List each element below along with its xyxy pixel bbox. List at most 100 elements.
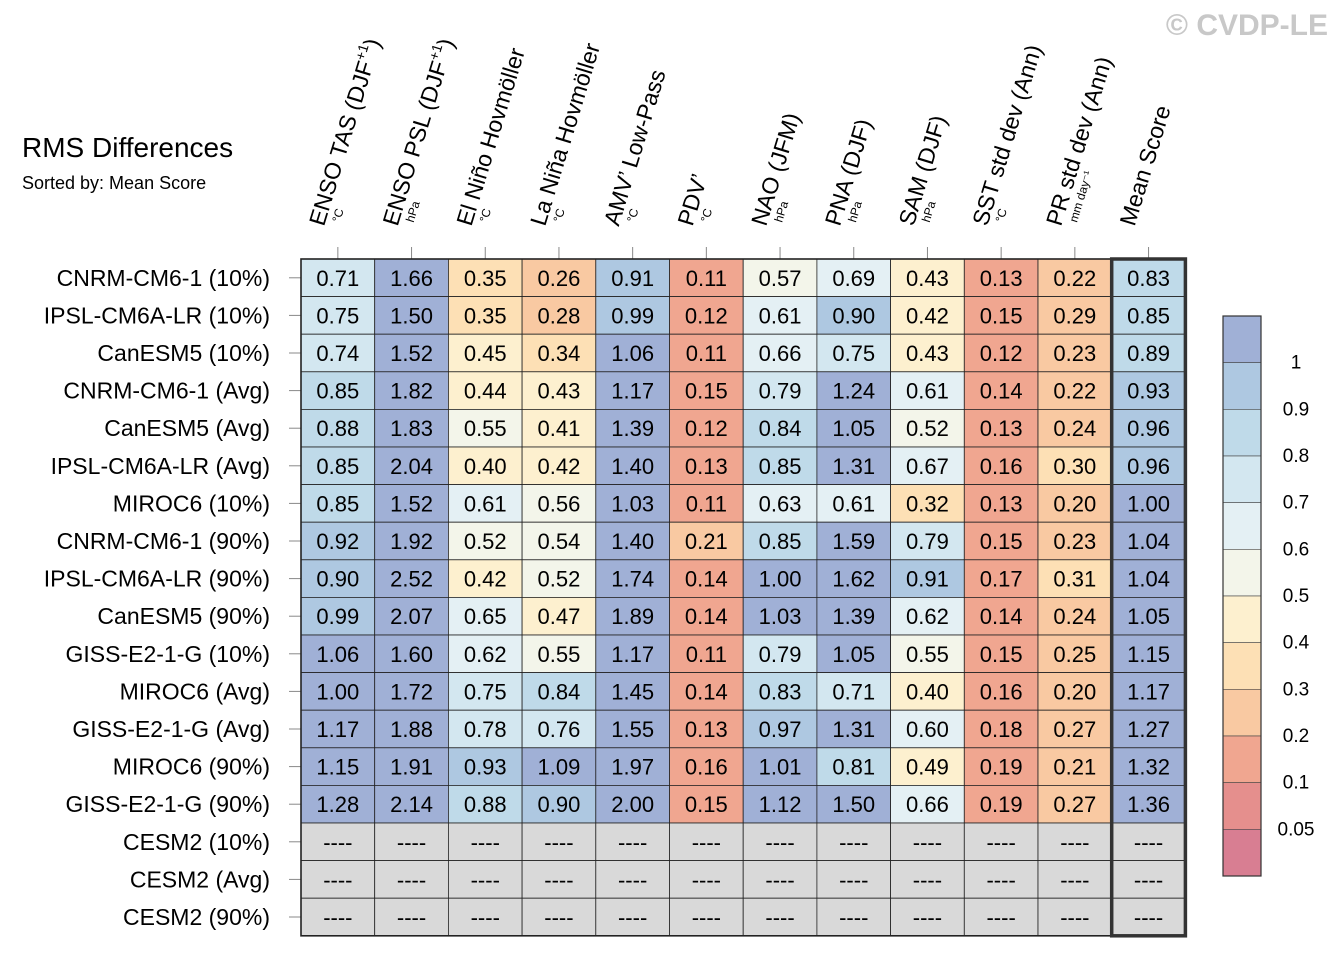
cell-value: 0.40 xyxy=(906,679,949,704)
heatmap-cell xyxy=(963,634,1039,673)
cell-value: ---- xyxy=(397,905,426,930)
cell-value: 1.28 xyxy=(316,792,359,817)
row-label: GISS-E2-1-G (Avg) xyxy=(72,716,270,742)
heatmap-cell xyxy=(669,521,744,561)
cell-value: 1.62 xyxy=(832,567,875,592)
cell-value: 0.14 xyxy=(685,679,728,704)
heatmap-cell xyxy=(816,446,892,485)
heatmap-cell xyxy=(890,371,965,410)
cell-value: 1.04 xyxy=(1127,567,1170,592)
cell-value: 1.31 xyxy=(832,454,875,479)
heatmap-cell xyxy=(521,597,597,636)
row-label: CNRM-CM6-1 (10%) xyxy=(57,265,270,291)
heatmap-cell xyxy=(1037,446,1113,485)
colorbar-segment xyxy=(1222,642,1262,690)
row-label: MIROC6 (Avg) xyxy=(120,678,270,704)
colorbar-segment xyxy=(1222,689,1262,737)
cell-value: 0.13 xyxy=(980,266,1023,291)
column-label: La Niña Hovmöller xyxy=(525,40,605,229)
cell-value: 0.63 xyxy=(759,491,802,516)
cell-value: 0.11 xyxy=(686,642,727,667)
heatmap-cell xyxy=(374,897,449,937)
cell-value: 0.61 xyxy=(464,491,507,516)
cell-value: 0.52 xyxy=(906,416,949,441)
cell-value: 1.05 xyxy=(832,416,875,441)
cell-value: 0.42 xyxy=(464,567,507,592)
heatmap-cell xyxy=(816,860,892,899)
heatmap-cell xyxy=(595,747,670,786)
column-label: ENSO PSL (DJF+1) xyxy=(376,35,460,229)
heatmap-cell xyxy=(447,785,523,824)
cell-value: 1.40 xyxy=(611,529,654,554)
heatmap-cell xyxy=(595,521,670,561)
cell-value: ---- xyxy=(765,830,794,855)
heatmap-cell xyxy=(595,371,670,410)
cell-value: 0.88 xyxy=(316,416,359,441)
column-label: ENSO TAS (DJF+1) xyxy=(302,35,386,229)
cell-value: 0.83 xyxy=(759,679,802,704)
colorbar: 1 0.9 0.8 0.7 0.6 0.5 0.4 0.3 0.2 0.1 0.05 xyxy=(1222,315,1314,877)
cell-value: 0.75 xyxy=(316,303,359,328)
colorbar-segment xyxy=(1222,455,1262,503)
cell-value: 0.71 xyxy=(316,266,359,291)
column-unit: hPa xyxy=(919,199,939,224)
heatmap-cell xyxy=(890,709,965,749)
cell-value: 0.40 xyxy=(464,454,507,479)
cell-value: 1.00 xyxy=(1127,491,1170,516)
cell-value: 0.23 xyxy=(1053,341,1096,366)
heatmap-cell xyxy=(1111,634,1186,673)
cell-value: 0.93 xyxy=(464,755,507,780)
heatmap-cell xyxy=(595,860,670,899)
cell-value: 1.05 xyxy=(832,642,875,667)
heatmap-cell xyxy=(447,822,523,861)
cell-value: ---- xyxy=(323,830,352,855)
cell-value: ---- xyxy=(692,905,721,930)
cell-value: 0.75 xyxy=(832,341,875,366)
heatmap-cell xyxy=(742,634,818,673)
cell-value: 1.17 xyxy=(611,379,654,404)
heatmap-cell xyxy=(669,709,744,749)
cell-value: 0.18 xyxy=(980,717,1023,742)
cell-value: 0.19 xyxy=(980,755,1023,780)
heatmap-cell xyxy=(1037,371,1113,410)
heatmap-cell xyxy=(447,408,523,448)
heatmap-cell xyxy=(742,785,818,824)
cell-value: 1.24 xyxy=(832,379,875,404)
heatmap-cell xyxy=(742,296,818,335)
cell-value: 2.00 xyxy=(611,792,654,817)
cell-value: 1.00 xyxy=(316,679,359,704)
heatmap-cell xyxy=(300,785,376,824)
heatmap-cell xyxy=(595,408,670,448)
row-label: GISS-E2-1-G (10%) xyxy=(66,641,271,667)
cell-value: 0.12 xyxy=(685,303,728,328)
row-label: CanESM5 (Avg) xyxy=(104,415,270,441)
cell-value: 0.66 xyxy=(906,792,949,817)
heatmap-cell xyxy=(963,822,1039,861)
row-label: MIROC6 (90%) xyxy=(113,754,270,780)
heatmap-cell xyxy=(521,559,597,598)
heatmap-cell xyxy=(1037,897,1113,937)
heatmap-cell xyxy=(669,408,744,448)
heatmap-cell xyxy=(374,709,449,749)
column-label: SST std dev (Ann) xyxy=(967,42,1047,229)
heatmap-cell xyxy=(595,822,670,861)
heatmap-cell xyxy=(1111,822,1186,861)
column-unit: hPa xyxy=(403,199,423,224)
cell-value: 0.15 xyxy=(685,792,728,817)
heatmap-cell xyxy=(742,484,818,523)
chart-title: RMS Differences xyxy=(22,132,233,163)
colorbar-segment xyxy=(1222,782,1262,830)
heatmap-cell xyxy=(374,860,449,899)
heatmap-cell xyxy=(669,747,744,786)
row-label: CNRM-CM6-1 (90%) xyxy=(57,528,270,554)
cell-value: 0.91 xyxy=(906,567,949,592)
heatmap-cell xyxy=(447,446,523,485)
cell-value: 0.55 xyxy=(906,642,949,667)
row-label: MIROC6 (10%) xyxy=(113,490,270,516)
cell-value: 0.13 xyxy=(980,491,1023,516)
heatmap-cell xyxy=(816,709,892,749)
cell-value: 0.47 xyxy=(538,604,581,629)
cell-value: 0.60 xyxy=(906,717,949,742)
heatmap-cell xyxy=(890,521,965,561)
